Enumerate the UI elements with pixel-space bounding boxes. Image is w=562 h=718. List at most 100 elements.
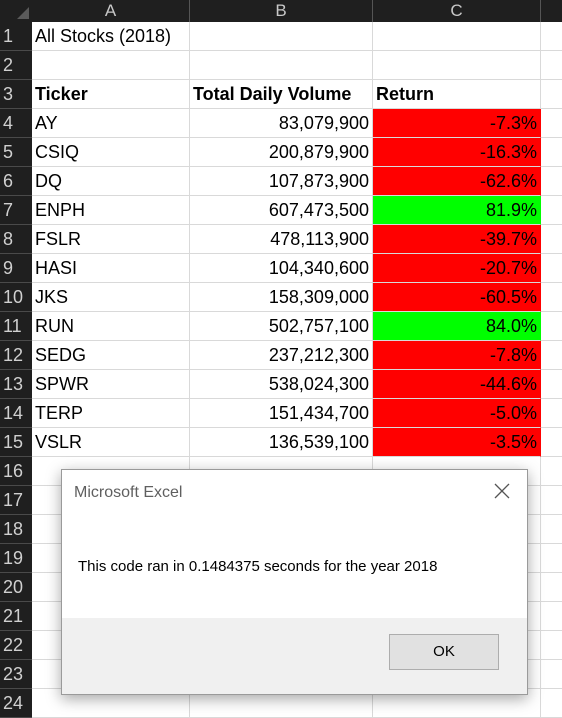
row-header[interactable]: 16 bbox=[0, 457, 32, 486]
row-header[interactable]: 15 bbox=[0, 428, 32, 457]
row-header[interactable]: 11 bbox=[0, 312, 32, 341]
row-header[interactable]: 21 bbox=[0, 602, 32, 631]
row-header[interactable]: 9 bbox=[0, 254, 32, 283]
cell[interactable] bbox=[541, 22, 562, 51]
volume-cell[interactable]: 158,309,000 bbox=[190, 283, 373, 312]
volume-cell[interactable]: 151,434,700 bbox=[190, 399, 373, 428]
volume-cell[interactable]: 136,539,100 bbox=[190, 428, 373, 457]
row-header[interactable]: 13 bbox=[0, 370, 32, 399]
column-header-c[interactable]: C bbox=[373, 0, 541, 22]
return-cell[interactable]: 84.0% bbox=[373, 312, 541, 341]
return-cell[interactable]: -44.6% bbox=[373, 370, 541, 399]
ticker-cell[interactable]: HASI bbox=[32, 254, 190, 283]
row-header[interactable]: 1 bbox=[0, 22, 32, 51]
volume-cell[interactable]: 200,879,900 bbox=[190, 138, 373, 167]
row-header[interactable]: 4 bbox=[0, 109, 32, 138]
ticker-cell[interactable]: CSIQ bbox=[32, 138, 190, 167]
return-cell[interactable]: -7.3% bbox=[373, 109, 541, 138]
cell[interactable] bbox=[373, 22, 541, 51]
return-cell[interactable]: 81.9% bbox=[373, 196, 541, 225]
row-header[interactable]: 24 bbox=[0, 689, 32, 718]
row-header[interactable]: 7 bbox=[0, 196, 32, 225]
close-icon[interactable] bbox=[491, 480, 513, 502]
volume-cell[interactable]: 237,212,300 bbox=[190, 341, 373, 370]
cell[interactable] bbox=[541, 689, 562, 718]
row-header[interactable]: 14 bbox=[0, 399, 32, 428]
select-all-corner[interactable] bbox=[0, 0, 32, 22]
ok-button[interactable]: OK bbox=[389, 634, 499, 670]
row-header[interactable]: 19 bbox=[0, 544, 32, 573]
cell[interactable] bbox=[541, 602, 562, 631]
ticker-cell[interactable]: VSLR bbox=[32, 428, 190, 457]
cell[interactable] bbox=[541, 109, 562, 138]
cell[interactable] bbox=[190, 22, 373, 51]
cell[interactable] bbox=[541, 399, 562, 428]
volume-cell[interactable]: 478,113,900 bbox=[190, 225, 373, 254]
ticker-cell[interactable]: AY bbox=[32, 109, 190, 138]
cell[interactable] bbox=[541, 457, 562, 486]
cell[interactable] bbox=[541, 544, 562, 573]
cell[interactable] bbox=[541, 225, 562, 254]
return-cell[interactable]: -3.5% bbox=[373, 428, 541, 457]
volume-cell[interactable]: 607,473,500 bbox=[190, 196, 373, 225]
cell[interactable] bbox=[541, 370, 562, 399]
cell[interactable] bbox=[541, 138, 562, 167]
cell[interactable] bbox=[541, 51, 562, 80]
cell[interactable] bbox=[541, 254, 562, 283]
return-cell[interactable]: -16.3% bbox=[373, 138, 541, 167]
cell[interactable] bbox=[541, 660, 562, 689]
return-cell[interactable]: -60.5% bbox=[373, 283, 541, 312]
row-header[interactable]: 2 bbox=[0, 51, 32, 80]
cell[interactable] bbox=[190, 51, 373, 80]
row-header[interactable]: 17 bbox=[0, 486, 32, 515]
row-header[interactable]: 23 bbox=[0, 660, 32, 689]
cell[interactable] bbox=[541, 631, 562, 660]
volume-cell[interactable]: 104,340,600 bbox=[190, 254, 373, 283]
cell[interactable] bbox=[373, 51, 541, 80]
cell[interactable] bbox=[32, 51, 190, 80]
cell[interactable] bbox=[541, 341, 562, 370]
row-header[interactable]: 6 bbox=[0, 167, 32, 196]
cell[interactable] bbox=[541, 167, 562, 196]
ticker-cell[interactable]: ENPH bbox=[32, 196, 190, 225]
cell[interactable] bbox=[541, 283, 562, 312]
return-cell[interactable]: -62.6% bbox=[373, 167, 541, 196]
return-cell[interactable]: -20.7% bbox=[373, 254, 541, 283]
row-header[interactable]: 22 bbox=[0, 631, 32, 660]
volume-cell[interactable]: 502,757,100 bbox=[190, 312, 373, 341]
ticker-cell[interactable]: SEDG bbox=[32, 341, 190, 370]
ticker-cell[interactable]: JKS bbox=[32, 283, 190, 312]
row-header[interactable]: 8 bbox=[0, 225, 32, 254]
return-cell[interactable]: -7.8% bbox=[373, 341, 541, 370]
cell[interactable] bbox=[541, 573, 562, 602]
ticker-cell[interactable]: TERP bbox=[32, 399, 190, 428]
cell[interactable] bbox=[541, 312, 562, 341]
row-header[interactable]: 5 bbox=[0, 138, 32, 167]
row-header[interactable]: 18 bbox=[0, 515, 32, 544]
row-header[interactable]: 20 bbox=[0, 573, 32, 602]
volume-cell[interactable]: 83,079,900 bbox=[190, 109, 373, 138]
row-header[interactable]: 3 bbox=[0, 80, 32, 109]
cell[interactable] bbox=[541, 80, 562, 109]
row-header[interactable]: 12 bbox=[0, 341, 32, 370]
column-header-b[interactable]: B bbox=[190, 0, 373, 22]
ticker-cell[interactable]: FSLR bbox=[32, 225, 190, 254]
return-cell[interactable]: -39.7% bbox=[373, 225, 541, 254]
header-return[interactable]: Return bbox=[373, 80, 541, 109]
sheet-title[interactable]: All Stocks (2018) bbox=[32, 22, 190, 51]
header-volume[interactable]: Total Daily Volume bbox=[190, 80, 373, 109]
volume-cell[interactable]: 538,024,300 bbox=[190, 370, 373, 399]
ticker-cell[interactable]: DQ bbox=[32, 167, 190, 196]
volume-cell[interactable]: 107,873,900 bbox=[190, 167, 373, 196]
cell[interactable] bbox=[541, 486, 562, 515]
ticker-cell[interactable]: SPWR bbox=[32, 370, 190, 399]
row-header[interactable]: 10 bbox=[0, 283, 32, 312]
column-header-d[interactable] bbox=[541, 0, 562, 22]
header-ticker[interactable]: Ticker bbox=[32, 80, 190, 109]
cell[interactable] bbox=[541, 428, 562, 457]
return-cell[interactable]: -5.0% bbox=[373, 399, 541, 428]
column-header-a[interactable]: A bbox=[32, 0, 190, 22]
cell[interactable] bbox=[541, 515, 562, 544]
ticker-cell[interactable]: RUN bbox=[32, 312, 190, 341]
cell[interactable] bbox=[541, 196, 562, 225]
